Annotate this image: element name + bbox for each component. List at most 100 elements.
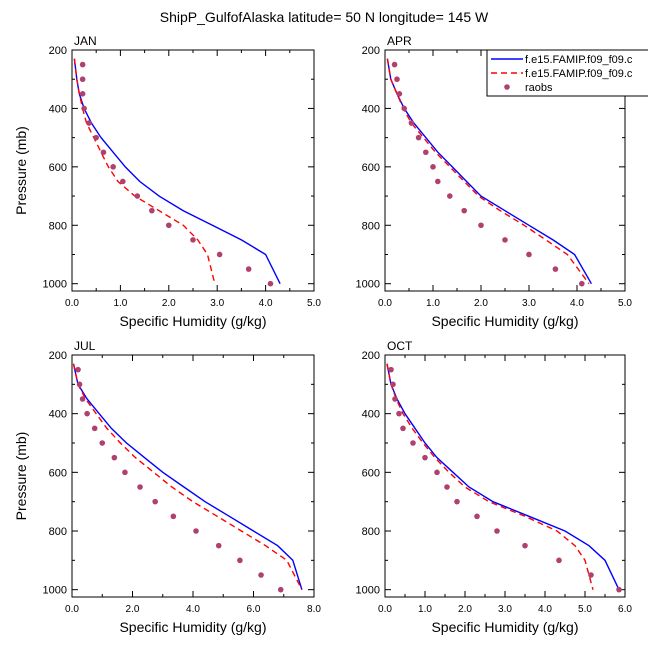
y-tick-label: 200 [49,350,67,362]
x-tick-label: 4.0 [186,604,200,615]
raobs-point [91,425,98,432]
raobs-point [423,149,429,156]
y-tick-label: 1000 [43,585,67,597]
x-tick-label: 4.0 [538,604,552,615]
raobs-point [494,528,500,534]
raobs-point [134,193,141,199]
y-tick-label: 800 [49,526,67,538]
y-tick-label: 800 [49,220,67,232]
raobs-point [100,149,107,156]
x-axis-label: Specific Humidity (g/kg) [119,313,266,329]
raobs-point [461,207,468,214]
raobs-point [474,513,480,520]
plot-frame [384,354,626,598]
y-tick-label: 600 [49,162,67,174]
raobs-point [110,164,116,170]
raobs-point [193,528,199,534]
raobs-point [396,91,403,97]
raobs-point [526,251,532,258]
raobs-point [111,454,118,461]
raobs-point [79,396,86,402]
x-tick-label: 2.0 [126,604,140,615]
plot-area [386,363,622,593]
raobs-point [86,120,92,126]
x-axis-label: Specific Humidity (g/kg) [431,619,578,635]
legend-swatch-raobs [504,84,510,90]
series-line-1 [72,363,303,590]
raobs-point [435,178,441,185]
x-tick-label: 3.0 [522,298,536,309]
x-tick-label: 3.0 [210,298,224,309]
raobs-point [454,498,460,505]
x-tick-label: 3.0 [498,604,512,615]
chart-panel-oct: 0.0 1.0 2.0 3.0 4.0 5.0 6.0 200 400 600 800 1000 OCT… [356,339,633,635]
series-line-1 [386,363,620,591]
chart-panel-jul: 0.0 2.0 4.0 6.0 8.0 200 400 600 800 1000 JUL Specif… [13,339,321,635]
legend-label: f.e15.FAMIP.f09_f09.c [525,54,633,66]
raobs-point [122,469,128,476]
raobs-point [152,498,158,505]
raobs-point [552,266,559,272]
raobs-point [430,164,436,170]
raobs-point [81,105,87,112]
raobs-point [267,280,274,287]
y-tick-label: 400 [362,409,380,421]
raobs-point [215,542,222,549]
raobs-point [93,134,99,141]
raobs-point [502,237,508,243]
x-tick-label: 0.0 [378,604,392,615]
raobs-point [190,237,196,243]
x-tick-label: 2.0 [458,604,472,615]
raobs-point [84,410,90,417]
raobs-point [408,120,415,126]
panel-label: APR [387,34,412,48]
raobs-point [447,193,453,199]
x-tick-label: 5.0 [307,298,321,309]
legend-label: f.e15.FAMIP.f09_f09.c [525,68,633,80]
series-line-2 [72,363,303,591]
raobs-point [277,586,284,593]
raobs-point [396,410,402,417]
y-tick-label: 1000 [356,585,380,597]
raobs-point [392,396,398,402]
legend-label: raobs [525,82,553,94]
series-line-2 [386,363,594,590]
plot-area [73,58,281,287]
plot-frame [71,49,315,292]
x-tick-label: 2.0 [474,298,488,309]
raobs-point [79,61,86,68]
raobs-point [579,280,585,287]
raobs-point [99,440,106,446]
x-tick-label: 2.0 [162,298,176,309]
raobs-point [79,91,86,97]
raobs-point [588,572,594,578]
plot-area [72,363,303,593]
x-tick-label: 0.0 [65,604,79,615]
x-tick-label: 5.0 [578,604,592,615]
x-axis-label: Specific Humidity (g/kg) [119,619,266,635]
panel-label: OCT [387,339,413,353]
raobs-point [391,61,398,68]
raobs-point [616,586,622,593]
raobs-point [394,76,400,83]
y-tick-label: 1000 [43,279,67,291]
y-tick-label: 200 [362,45,380,57]
y-tick-label: 400 [362,103,380,115]
y-tick-label: 800 [362,526,380,538]
y-tick-label: 600 [362,162,380,174]
x-tick-label: 1.0 [418,604,432,615]
raobs-point [258,572,264,578]
raobs-point [422,454,428,461]
raobs-point [237,557,243,564]
chart-panel-jan: 0.0 1.0 2.0 3.0 4.0 5.0 200 400 600 800 1000 JAN Spe… [13,34,321,329]
raobs-point [245,266,252,272]
panel-label: JUL [74,339,96,353]
raobs-point [434,469,440,476]
raobs-point [478,222,484,229]
x-tick-label: 4.0 [259,298,273,309]
panel-label: JAN [74,34,97,48]
x-tick-label: 0.0 [65,298,79,309]
raobs-point [137,484,143,490]
raobs-point [400,425,406,432]
y-tick-label: 600 [49,467,67,479]
